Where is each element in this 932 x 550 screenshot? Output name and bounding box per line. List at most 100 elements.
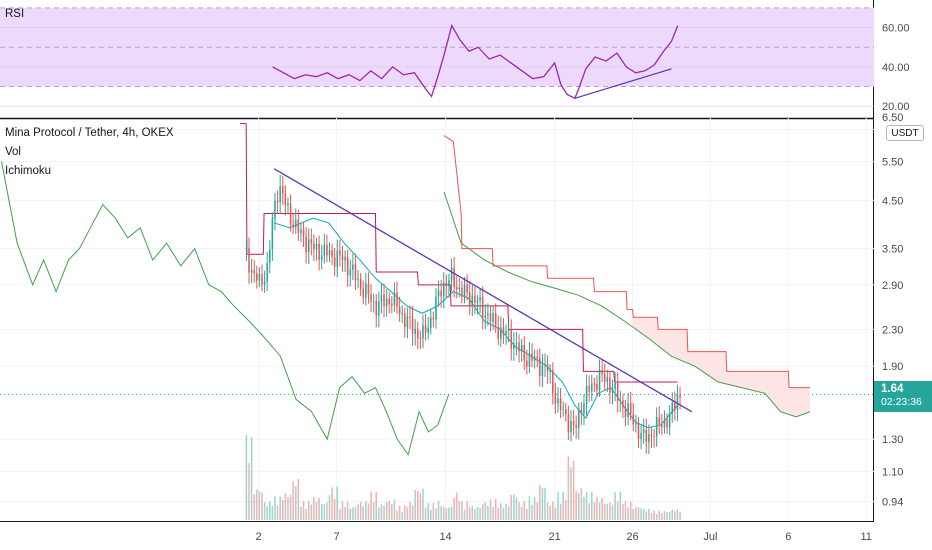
- volume-bar: [354, 507, 357, 520]
- volume-bar: [411, 505, 414, 520]
- axis-labels: 60.00 40.00 20.006.50 5.50 4.50 3.50 2.90 2.30 1…: [256, 23, 910, 543]
- candle-body: [401, 313, 403, 315]
- volume-bar: [448, 507, 450, 520]
- candle-body: [365, 283, 367, 298]
- volume-bar: [269, 501, 271, 520]
- volume-bar: [263, 502, 266, 520]
- candle-body: [635, 423, 637, 425]
- volume-bar: [328, 495, 331, 520]
- ichimoku-legend[interactable]: Ichimoku: [5, 165, 51, 177]
- volume-bar: [261, 492, 263, 520]
- volume-bar: [370, 491, 372, 520]
- volume-bar: [274, 496, 276, 520]
- time-tick-label: 14: [439, 531, 451, 543]
- volume-bar: [271, 505, 274, 520]
- rsi-tick-label: 60.00: [882, 23, 910, 35]
- candle-body: [411, 317, 414, 334]
- volume-bar: [427, 503, 429, 520]
- candle-body: [404, 313, 406, 328]
- volume-bar: [424, 507, 427, 520]
- volume-bar: [391, 504, 393, 520]
- leading-span-a: [443, 191, 811, 418]
- candle-body: [494, 312, 497, 327]
- candle-body: [440, 290, 442, 297]
- volume-bar: [367, 503, 370, 520]
- leading-span-b: [443, 135, 811, 389]
- candle-body: [287, 203, 289, 206]
- volume-bar: [570, 467, 572, 520]
- vol-legend[interactable]: Vol: [5, 146, 21, 158]
- ichimoku-cloud: [632, 309, 811, 417]
- volume-bar: [297, 478, 300, 520]
- candle-body: [445, 282, 448, 287]
- volume-bar: [422, 488, 424, 520]
- candle-body: [489, 313, 492, 322]
- candle-body: [523, 345, 526, 361]
- candle-body: [310, 239, 313, 244]
- trendline[interactable]: [273, 168, 693, 413]
- time-tick-label: 6: [785, 531, 791, 543]
- volume-bar: [544, 487, 546, 520]
- volume-bar: [435, 508, 437, 520]
- candle-body: [253, 270, 255, 274]
- volume-bar: [463, 509, 466, 520]
- volume-bar: [258, 491, 261, 520]
- symbol-title[interactable]: Mina Protocol / Tether, 4h, OKEX: [5, 127, 174, 139]
- volume-bar: [585, 491, 588, 520]
- candle-body: [427, 327, 429, 333]
- volume-bar: [567, 456, 570, 520]
- last-price-value: 1.64: [881, 383, 904, 395]
- time-tick-label: 7: [333, 531, 339, 543]
- currency-button[interactable]: USDT: [886, 125, 924, 141]
- chikou-span: [1, 161, 450, 456]
- kijun-sen: [239, 123, 678, 383]
- candle-body: [315, 243, 318, 250]
- candle-body: [279, 186, 281, 203]
- volume-bar: [557, 491, 559, 520]
- candle-body: [609, 377, 611, 393]
- candle-body: [417, 328, 419, 338]
- volume-bar: [627, 507, 629, 520]
- candle-body: [354, 264, 357, 281]
- volume-bar: [289, 494, 292, 520]
- candle-body: [271, 218, 274, 250]
- candle-body: [339, 250, 341, 256]
- volume-bar: [279, 496, 281, 520]
- candle-body: [398, 307, 401, 314]
- price-tick-label: 1.90: [882, 361, 903, 373]
- candle-body: [333, 257, 336, 267]
- candle-body: [526, 360, 528, 367]
- volume-bar: [632, 508, 635, 520]
- price-tick-label: 6.50: [882, 112, 903, 124]
- candle-body: [357, 278, 359, 281]
- bar-countdown: 02:23:36: [881, 396, 922, 408]
- candle-body: [349, 269, 352, 276]
- volume-bar: [642, 509, 645, 520]
- volume-bar: [453, 497, 455, 520]
- rsi-legend[interactable]: RSI: [5, 8, 24, 20]
- volume-bar: [300, 507, 302, 520]
- volume-bar: [554, 507, 557, 520]
- candle-body: [570, 420, 572, 433]
- volume-bar: [528, 496, 531, 520]
- volume-bar: [609, 502, 611, 520]
- volume-bar: [468, 507, 471, 520]
- volume-bar: [515, 497, 518, 520]
- rsi-tick-label: 20.00: [882, 101, 910, 113]
- volume-bar: [253, 494, 255, 520]
- candle-body: [307, 239, 310, 253]
- volume-bar: [445, 508, 448, 520]
- candle-body: [318, 243, 320, 261]
- rsi-pane[interactable]: [0, 7, 874, 107]
- volume-bar: [513, 494, 515, 520]
- candle-body: [645, 429, 648, 442]
- candle-body: [331, 250, 333, 258]
- candle-body: [603, 373, 606, 382]
- volume-bar: [658, 510, 661, 520]
- volume-bar: [276, 505, 279, 520]
- volume-bar: [655, 514, 658, 520]
- volume-bar: [588, 503, 590, 520]
- volume-bar: [505, 503, 507, 520]
- volume-bar: [614, 492, 616, 520]
